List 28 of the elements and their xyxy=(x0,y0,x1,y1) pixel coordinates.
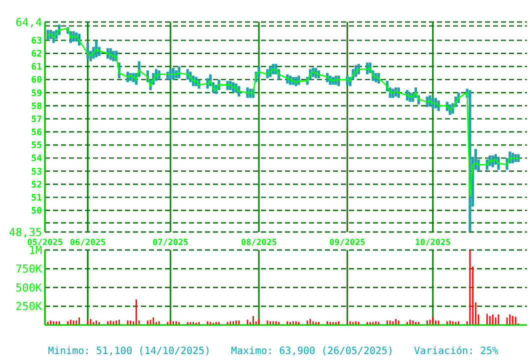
y-tick-label: 55 xyxy=(31,141,42,152)
text: Minimo: 51,100 (14/10/2025) xyxy=(48,346,211,357)
y-tick-label: 56 xyxy=(31,128,42,138)
text: Maximo: 63,900 (26/05/2025) xyxy=(231,346,394,357)
y-tick-label: 60 xyxy=(31,76,42,86)
y-tick-label: 53 xyxy=(31,167,42,178)
x-tick-label: 07/2025 xyxy=(152,238,188,248)
y-tick-label: 250K xyxy=(16,300,42,314)
y-tick-label: 54 xyxy=(31,154,43,164)
y-tick-label: 500K xyxy=(16,281,42,294)
x-tick-label: 06/2025 xyxy=(70,238,106,248)
x-tick-label: 08/2025 xyxy=(240,238,277,248)
y-tick-label: 50 xyxy=(31,206,42,217)
y-tick-label: 58 xyxy=(31,102,42,112)
x-tick-label: 10/2025 xyxy=(414,238,451,248)
y-tick-label: 59 xyxy=(31,88,42,99)
y-tick-label: 63 xyxy=(31,36,42,46)
y-tick-label: 57 xyxy=(31,114,42,125)
y-tick-label: 52 xyxy=(31,180,42,190)
y-tick-label: 61 xyxy=(31,62,42,73)
y-tick-label: 51 xyxy=(31,193,42,204)
y-tick-label: 750K xyxy=(16,262,42,276)
y-tick-label: 62 xyxy=(31,50,42,60)
line-series xyxy=(47,28,520,197)
y-tick-label: 48,35 xyxy=(8,226,42,239)
y-tick-label: 64,4 xyxy=(16,16,42,29)
text: Variación: 25% xyxy=(414,346,498,357)
x-tick-label: 09/2025 xyxy=(329,238,366,248)
